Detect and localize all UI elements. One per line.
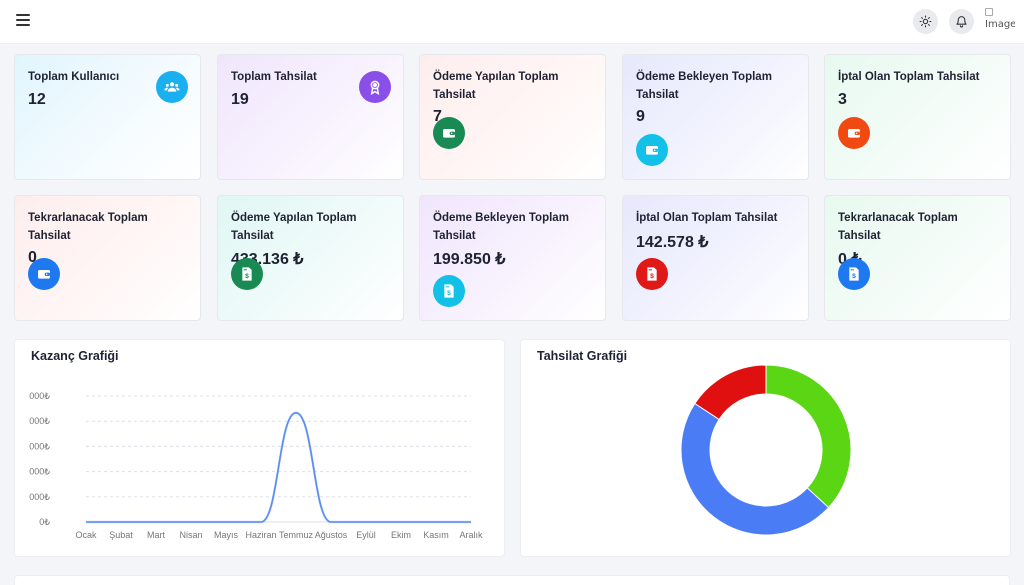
donut-slice[interactable] [694, 364, 767, 421]
y-tick-label: 000₺ [29, 492, 50, 502]
y-tick-label: 000₺ [29, 441, 50, 451]
collection-chart-panel: Tahsilat Grafiği [520, 339, 1011, 557]
sun-icon [919, 15, 932, 28]
notifications-button[interactable] [949, 9, 974, 34]
wallet-icon [433, 117, 465, 149]
earnings-chart-title: Kazanç Grafiği [31, 349, 119, 363]
stat-card-value: 7 [433, 108, 442, 125]
users-icon [156, 71, 188, 103]
x-tick-label: Mart [147, 530, 165, 540]
stat-card-title: Ödeme Yapılan Toplam Tahsilat [231, 212, 357, 242]
x-tick-label: Eylül [356, 530, 376, 540]
stat-card-pending-amount[interactable]: Ödeme Bekleyen Toplam Tahsilat 199.850 ₺… [419, 195, 606, 321]
svg-text:$: $ [852, 273, 856, 280]
stat-card-total-collections[interactable]: Toplam Tahsilat 19 [217, 54, 404, 180]
award-icon [359, 71, 391, 103]
stat-card-recurring-collections[interactable]: Tekrarlanacak Toplam Tahsilat 0 [14, 195, 201, 321]
stat-card-value: 142.578 ₺ [636, 233, 709, 251]
wallet-icon [838, 117, 870, 149]
stat-card-value: 19 [231, 90, 249, 108]
invoice-icon: $ [838, 258, 870, 290]
stat-card-recurring-amount[interactable]: Tekrarlanacak Toplam Tahsilat 0 ₺ $ [824, 195, 1011, 321]
x-tick-label: Haziran [245, 530, 276, 540]
top-bar: Image [0, 0, 1024, 44]
stat-card-title: Ödeme Bekleyen Toplam Tahsilat [636, 71, 772, 101]
stat-card-value: 12 [28, 90, 46, 108]
invoice-icon: $ [231, 258, 263, 290]
donut-slice[interactable] [765, 364, 852, 509]
stat-card-title: Toplam Kullanıcı [28, 71, 120, 83]
stat-card-cancelled-amount[interactable]: İptal Olan Toplam Tahsilat 142.578 ₺ $ [622, 195, 809, 321]
stat-card-title: İptal Olan Toplam Tahsilat [838, 71, 980, 83]
invoice-icon: $ [636, 258, 668, 290]
stat-card-value: 199.850 ₺ [433, 251, 506, 268]
avatar-alt-text: Image [985, 19, 1015, 30]
stat-card-title: Tekrarlanacak Toplam Tahsilat [28, 212, 148, 242]
y-tick-label: 000₺ [29, 416, 50, 426]
x-tick-label: Ocak [75, 530, 97, 540]
bottom-panel [14, 575, 1010, 585]
x-tick-label: Aralık [459, 530, 483, 540]
stat-card-paid-amount[interactable]: Ödeme Yapılan Toplam Tahsilat 433.136 ₺ … [217, 195, 404, 321]
stat-card-title: İptal Olan Toplam Tahsilat [636, 212, 778, 224]
stat-card-title: Tekrarlanacak Toplam Tahsilat [838, 212, 958, 242]
y-tick-label: 0₺ [39, 517, 50, 527]
stat-card-title: Ödeme Bekleyen Toplam Tahsilat [433, 212, 569, 242]
svg-text:$: $ [650, 273, 654, 280]
stat-card-title: Toplam Tahsilat [231, 71, 317, 83]
x-tick-label: Kasım [423, 530, 449, 540]
x-tick-label: Ağustos [315, 530, 348, 540]
y-tick-label: 000₺ [29, 391, 50, 401]
x-tick-label: Ekim [391, 530, 411, 540]
wallet-icon [28, 258, 60, 290]
stat-card-paid-collections[interactable]: Ödeme Yapılan Toplam Tahsilat 7 [419, 54, 606, 180]
stat-card-title: Ödeme Yapılan Toplam Tahsilat [433, 71, 559, 101]
stat-card-value: 3 [838, 90, 847, 108]
collection-chart-title: Tahsilat Grafiği [537, 349, 628, 363]
stat-card-total-users[interactable]: Toplam Kullanıcı 12 [14, 54, 201, 180]
theme-toggle-button[interactable] [913, 9, 938, 34]
x-tick-label: Nisan [179, 530, 202, 540]
x-tick-label: Şubat [109, 530, 133, 540]
stat-card-cancelled-collections[interactable]: İptal Olan Toplam Tahsilat 3 [824, 54, 1011, 180]
donut-slice[interactable] [680, 402, 830, 536]
bell-icon [956, 16, 967, 28]
stat-card-value: 9 [636, 108, 645, 125]
invoice-icon: $ [433, 275, 465, 307]
stat-card-pending-collections[interactable]: Ödeme Bekleyen Toplam Tahsilat 9 [622, 54, 809, 180]
collection-donut-chart [680, 364, 852, 536]
earnings-chart-panel: Kazanç Grafiği 0₺ 000₺ 000₺ 000₺ 000₺ 000₺ Oca… [14, 339, 505, 557]
y-tick-label: 000₺ [29, 467, 50, 477]
stat-card-value: 0 [28, 249, 37, 266]
avatar[interactable]: Image [985, 8, 1015, 36]
x-tick-label: Mayıs [214, 530, 239, 540]
svg-text:$: $ [447, 290, 451, 297]
x-tick-label: Temmuz [279, 530, 314, 540]
earnings-line-chart: 0₺ 000₺ 000₺ 000₺ 000₺ 000₺ Ocak Şubat Mart Nisan… [29, 391, 483, 540]
svg-text:$: $ [245, 273, 249, 280]
series-line [86, 412, 472, 523]
wallet-icon [636, 134, 668, 166]
broken-image-icon [985, 8, 993, 16]
hamburger-icon[interactable] [16, 14, 30, 26]
